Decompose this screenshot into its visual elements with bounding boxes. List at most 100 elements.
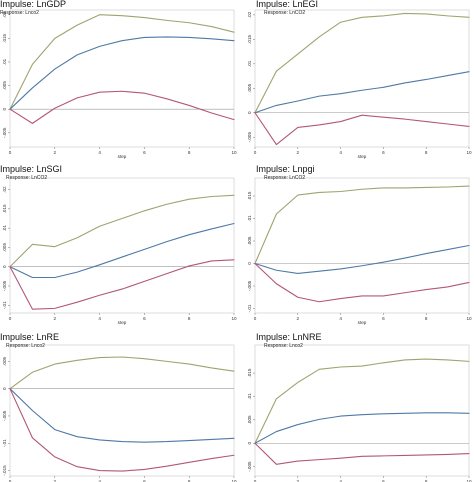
series-line-irf: [9, 36, 235, 110]
series-line-upper: [9, 14, 235, 110]
x-tick-label: 8: [425, 316, 428, 321]
y-tick-label: .01: [2, 58, 7, 65]
y-tick-label: -.005: [2, 280, 7, 291]
y-tick-label: .01: [2, 225, 7, 232]
y-tick-label: .02: [247, 11, 252, 18]
y-tick-label: 0: [247, 442, 252, 445]
x-tick-label: 0: [9, 479, 12, 482]
irf-panel-3: -.01 -.005 0 .005 .01 .015 .02 0 2 4 6 8 10 step Impul…: [0, 164, 237, 325]
x-tick-label: 10: [231, 316, 237, 321]
x-tick-label: 6: [143, 316, 146, 321]
series-line-lower: [9, 388, 235, 472]
x-tick-label: 10: [231, 150, 237, 155]
series-line-irf: [254, 412, 470, 444]
x-tick-label: 2: [297, 150, 300, 155]
series-line-lower: [9, 90, 235, 124]
plot-frame: [9, 9, 235, 148]
y-tick-label: .015: [2, 204, 7, 213]
y-tick-label: .01: [247, 393, 252, 400]
y-tick-label: .005: [2, 81, 7, 90]
panel-title: Impulse: LnSGI: [0, 164, 62, 174]
x-tick-label: 8: [188, 150, 191, 155]
y-tick-label: .01: [247, 60, 252, 67]
y-tick-label: .005: [247, 83, 252, 92]
x-tick-label: 8: [188, 316, 191, 321]
x-tick-label: 6: [382, 316, 385, 321]
x-tick-label: 4: [98, 316, 101, 321]
x-tick-label: 2: [54, 479, 57, 482]
y-tick-label: -.005: [247, 280, 252, 291]
series-line-irf: [9, 222, 235, 279]
panel-title: Impulse: Lnpgi: [256, 164, 315, 174]
y-tick-label: .005: [2, 243, 7, 252]
x-tick-label: 8: [425, 150, 428, 155]
x-tick-label: 6: [382, 479, 385, 482]
x-tick-label: 4: [339, 150, 342, 155]
x-tick-label: 10: [466, 479, 472, 482]
x-tick-label: 6: [143, 150, 146, 155]
panel-title: Impulse: LnGDP: [0, 0, 66, 9]
panel-subtitle: Response: Lnco2: [0, 10, 39, 16]
panel-subtitle: Response: LnCO2: [264, 175, 305, 181]
y-tick-label: -.01: [247, 304, 252, 312]
x-tick-label: 6: [143, 479, 146, 482]
x-tick-label: 0: [254, 316, 257, 321]
y-tick-label: -.005: [2, 127, 7, 138]
x-axis-label: step: [358, 154, 367, 159]
y-tick-label: .02: [2, 11, 7, 18]
x-tick-label: 2: [54, 316, 57, 321]
y-tick-label: -.01: [2, 301, 7, 309]
panel-title: Impulse: LnEGI: [256, 0, 318, 9]
plot-frame: [254, 9, 470, 148]
panel-title: Impulse: LnNRE: [256, 332, 322, 342]
x-tick-label: 10: [231, 479, 237, 482]
plot-frame: [254, 344, 470, 477]
plot-frame: [9, 344, 235, 477]
y-tick-label: -.01: [2, 439, 7, 447]
x-tick-label: 2: [54, 150, 57, 155]
x-tick-label: 0: [9, 150, 12, 155]
irf-panel-4: -.01 -.005 0 .005 .01 .015 0 2 4 6 8 10 step Impulse:…: [247, 164, 472, 325]
y-tick-label: .015: [2, 33, 7, 42]
y-tick-label: .015: [247, 34, 252, 43]
y-tick-label: .02: [2, 186, 7, 193]
x-tick-label: 0: [254, 479, 257, 482]
panel-subtitle: Response: Lnco2: [264, 343, 303, 349]
series-line-lower: [254, 262, 470, 303]
y-tick-label: .005: [2, 356, 7, 365]
x-axis-label: step: [358, 320, 367, 325]
y-tick-label: -.005: [247, 461, 252, 472]
series-line-upper: [9, 356, 235, 390]
plot-frame: [254, 177, 470, 314]
y-tick-label: .015: [247, 191, 252, 200]
y-tick-label: 0: [247, 262, 252, 265]
y-tick-label: -.005: [2, 410, 7, 421]
series-line-irf: [9, 388, 235, 443]
series-line-irf: [254, 71, 470, 114]
series-line-lower: [254, 442, 470, 465]
irf-panel-2: -.005 0 .005 .01 .015 .02 0 2 4 6 8 10 step Impulse: …: [247, 0, 472, 159]
y-tick-label: .01: [247, 215, 252, 222]
series-line-upper: [254, 12, 470, 114]
series-line-lower: [254, 112, 470, 146]
x-tick-label: 2: [297, 479, 300, 482]
x-tick-label: 2: [297, 316, 300, 321]
x-tick-label: 4: [98, 479, 101, 482]
irf-panel-1: -.005 0 .005 .01 .015 .02 0 2 4 6 8 10 step Impulse: …: [0, 0, 237, 159]
x-axis-label: step: [118, 320, 127, 325]
panel-title: Impulse: LnRE: [0, 332, 59, 342]
series-line-upper: [254, 185, 470, 265]
x-tick-label: 8: [425, 479, 428, 482]
y-tick-label: -.005: [247, 132, 252, 143]
panel-subtitle: Response: Lnco2: [6, 343, 45, 349]
x-tick-label: 10: [466, 316, 472, 321]
y-tick-label: 0: [2, 265, 7, 268]
y-tick-label: 0: [2, 107, 7, 110]
x-tick-label: 10: [466, 150, 472, 155]
series-line-irf: [254, 244, 470, 274]
x-axis-label: step: [118, 154, 127, 159]
series-line-lower: [9, 259, 235, 310]
y-tick-label: .005: [247, 236, 252, 245]
